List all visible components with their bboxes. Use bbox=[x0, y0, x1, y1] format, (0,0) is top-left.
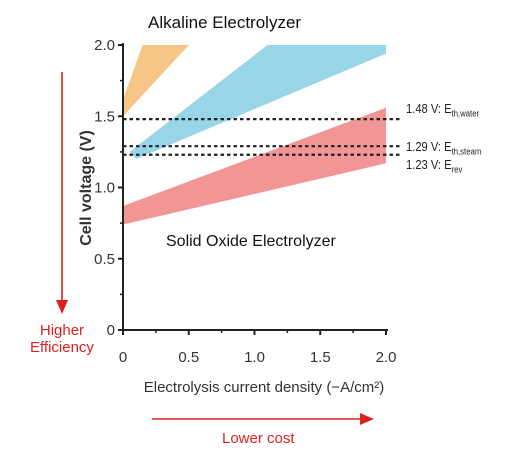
higher-efficiency-line2: Efficiency bbox=[30, 339, 94, 357]
cost-arrow-head bbox=[360, 413, 374, 425]
efficiency-arrow-head bbox=[56, 300, 68, 314]
ref-label-eth-steam: 1.29 V: Eth,steam bbox=[406, 139, 482, 157]
reference-lines bbox=[123, 117, 402, 156]
x-tick-label: 1.0 bbox=[244, 349, 265, 366]
y-tick-label: 1.0 bbox=[94, 180, 115, 197]
electrolyzer-regions bbox=[123, 45, 386, 225]
region-0 bbox=[123, 45, 189, 117]
lower-cost-label: Lower cost bbox=[222, 430, 295, 447]
solid-oxide-label: Solid Oxide Electrolyzer bbox=[166, 233, 336, 250]
ref-label-erev: 1.23 V: Erev bbox=[406, 157, 463, 175]
y-tick-label: 0.5 bbox=[94, 251, 115, 268]
alkaline-label: Alkaline Electrolyzer bbox=[148, 13, 302, 32]
region-1 bbox=[129, 45, 386, 159]
higher-efficiency-label: Higher Efficiency bbox=[30, 322, 94, 357]
y-axis-label: Cell voltage (V) bbox=[78, 130, 95, 246]
higher-efficiency-line1: Higher bbox=[39, 322, 85, 339]
y-tick-label: 1.5 bbox=[94, 108, 115, 125]
x-tick-label: 0.5 bbox=[178, 349, 199, 366]
direction-arrows bbox=[56, 72, 374, 425]
x-tick-label: 2.0 bbox=[376, 349, 397, 366]
x-axis-label: Electrolysis current density (−A/cm²) bbox=[144, 379, 384, 396]
region-2 bbox=[123, 107, 386, 225]
y-tick-label: 2.0 bbox=[94, 37, 115, 54]
x-tick-label: 0 bbox=[119, 349, 127, 366]
axes: 0 0.5 1.0 1.5 2.0 0 0.5 1.0 1.5 2.0 Cell voltage (… bbox=[78, 37, 396, 396]
y-tick-label: 0 bbox=[107, 322, 115, 339]
x-tick-label: 1.5 bbox=[310, 349, 331, 366]
ref-label-eth-water: 1.48 V: Eth,water bbox=[406, 101, 480, 119]
